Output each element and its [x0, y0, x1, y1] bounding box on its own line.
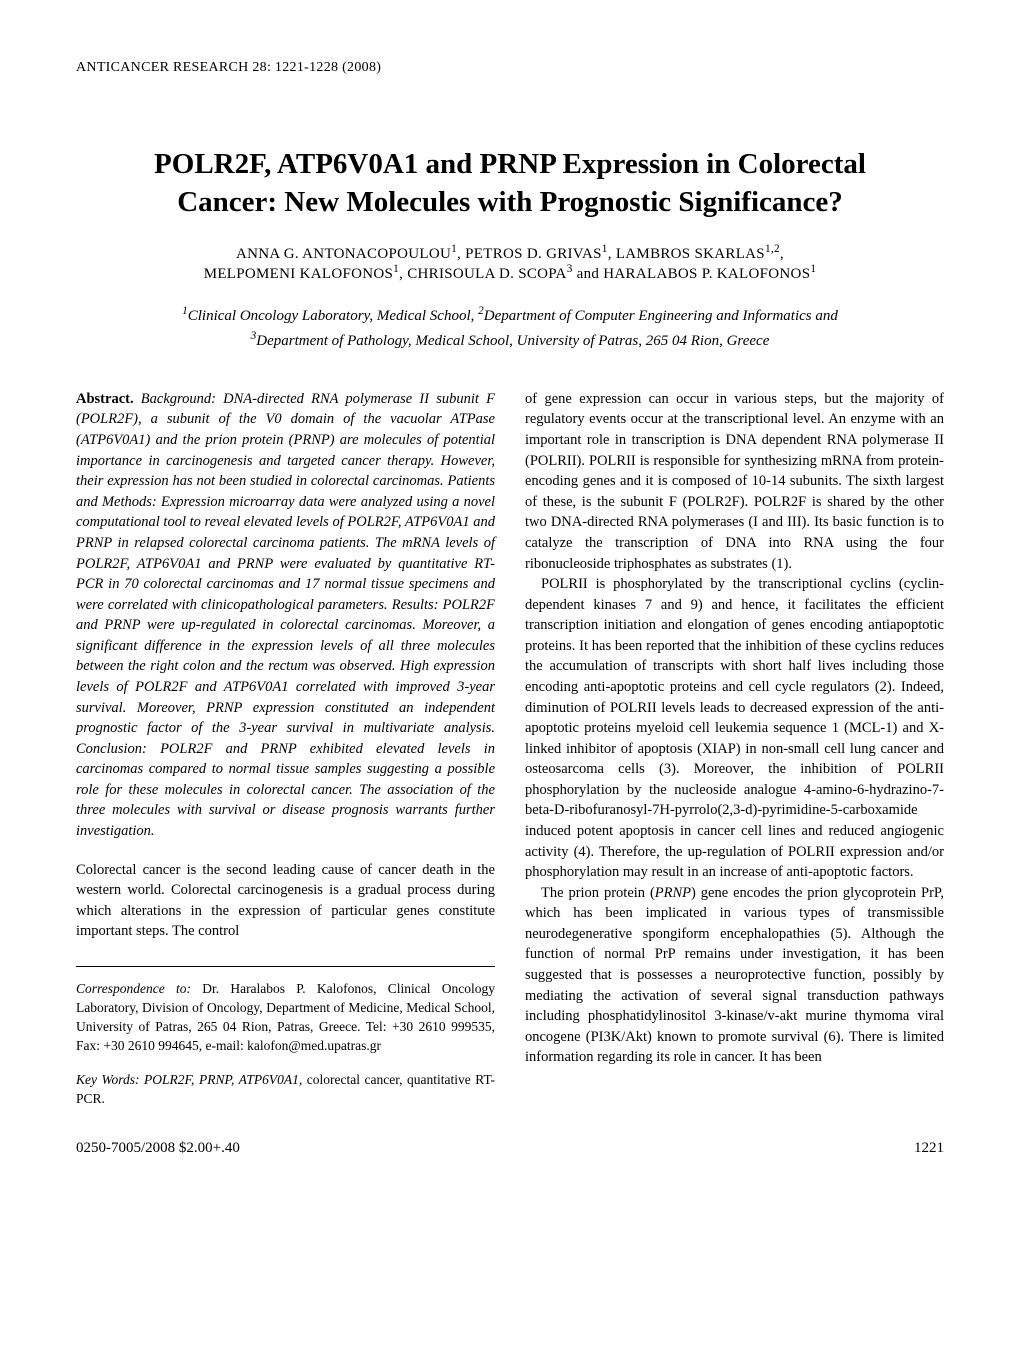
paper-title: POLR2F, ATP6V0A1 and PRNP Expression in … — [76, 146, 944, 221]
title-line-2: Cancer: New Molecules with Prognostic Si… — [177, 186, 843, 218]
paper-page: ANTICANCER RESEARCH 28: 1221-1228 (2008)… — [0, 0, 1020, 1197]
right-paragraph-3: The prion protein (PRNP) gene encodes th… — [525, 883, 944, 1068]
running-head: ANTICANCER RESEARCH 28: 1221-1228 (2008) — [76, 60, 944, 76]
footer-left: 0250-7005/2008 $2.00+.40 — [76, 1140, 240, 1157]
correspondence-block: Correspondence to: Dr. Haralabos P. Kalo… — [76, 979, 495, 1056]
abstract-block: Abstract. Background: DNA-directed RNA p… — [76, 389, 495, 842]
correspondence-label: Correspondence to: — [76, 981, 191, 996]
intro-paragraph: Colorectal cancer is the second leading … — [76, 860, 495, 942]
keywords-genes: POLR2F, PRNP, ATP6V0A1, — [140, 1072, 303, 1087]
footnote-divider — [76, 966, 495, 967]
page-footer: 0250-7005/2008 $2.00+.40 1221 — [76, 1140, 944, 1157]
keywords-block: Key Words: POLR2F, PRNP, ATP6V0A1, color… — [76, 1070, 495, 1108]
right-paragraph-2: POLRII is phosphorylated by the transcri… — [525, 574, 944, 883]
right-paragraph-1: of gene expression can occur in various … — [525, 389, 944, 574]
keywords-label: Key Words: — [76, 1072, 140, 1087]
author-list: ANNA G. ANTONACOPOULOU1, PETROS D. GRIVA… — [76, 243, 944, 283]
abstract-body: Background: DNA-directed RNA polymerase … — [76, 391, 495, 839]
right-column: of gene expression can occur in various … — [525, 389, 944, 1108]
left-column: Abstract. Background: DNA-directed RNA p… — [76, 389, 495, 1108]
abstract-label: Abstract. — [76, 391, 134, 407]
footer-page-number: 1221 — [914, 1140, 944, 1157]
two-column-body: Abstract. Background: DNA-directed RNA p… — [76, 389, 944, 1108]
title-line-1: POLR2F, ATP6V0A1 and PRNP Expression in … — [154, 148, 866, 180]
affiliations: 1Clinical Oncology Laboratory, Medical S… — [76, 303, 944, 353]
